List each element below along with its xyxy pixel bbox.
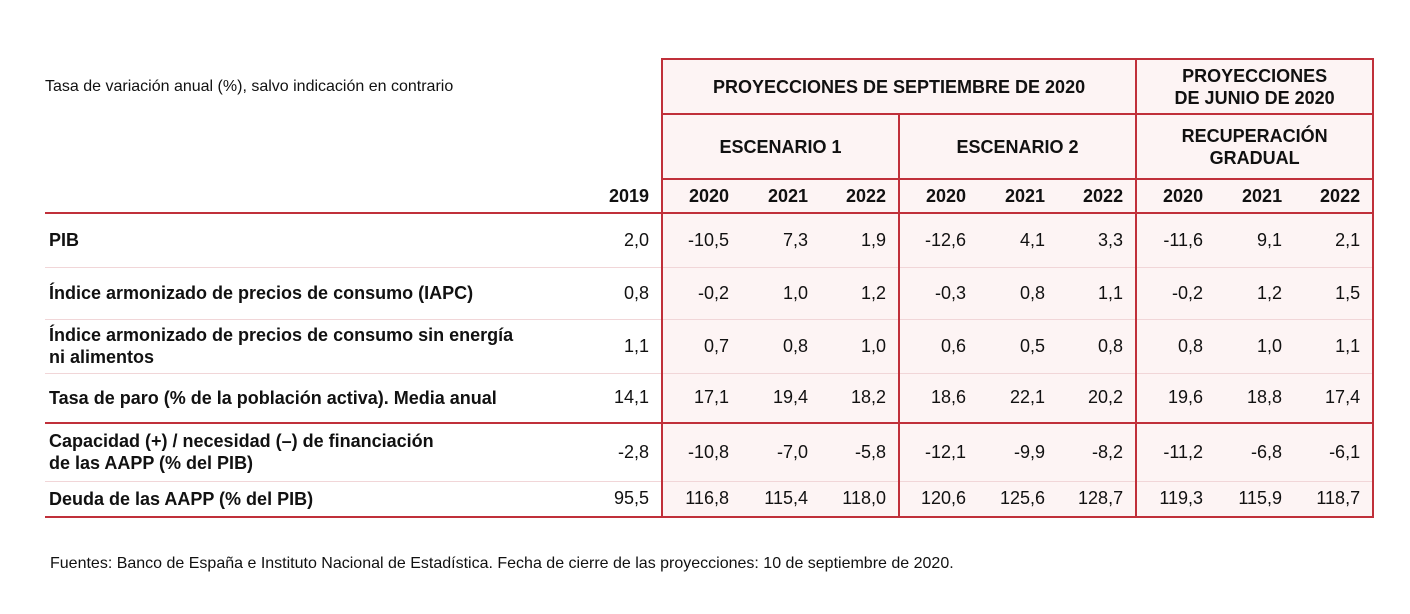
row-label: PIB [45,213,590,268]
cell-value: 20,2 [1057,373,1137,424]
year-header: 2020 [1135,179,1216,214]
cell-value: 2,1 [1294,213,1375,268]
subgroup-header: ESCENARIO 1 [661,114,899,180]
cell-value: -12,6 [898,213,978,268]
cell-value: -11,2 [1135,423,1216,482]
cell-value: 1,1 [1294,319,1375,374]
cell-value: 0,8 [1135,319,1216,374]
projections-table: Tasa de variación anual (%), salvo indic… [45,58,1375,518]
cell-value: 17,1 [661,373,741,424]
cell-value: 120,6 [898,481,978,518]
table-note: Tasa de variación anual (%), salvo indic… [45,77,454,95]
cell-value: -9,9 [978,423,1057,482]
data-row: Índice armonizado de precios de consumo … [45,319,1375,374]
cell-value: -7,0 [741,423,820,482]
data-row: Capacidad (+) / necesidad (–) de financi… [45,423,1375,482]
cell-value: 125,6 [978,481,1057,518]
cell-value: 2,0 [590,213,662,268]
row-label: Tasa de paro (% de la población activa).… [45,373,590,424]
cell-value: 1,9 [820,213,899,268]
cell-value: 18,2 [820,373,899,424]
cell-value: 1,1 [590,319,662,374]
cell-value: 0,6 [898,319,978,374]
cell-value: -0,2 [661,267,741,320]
row-label: Capacidad (+) / necesidad (–) de financi… [45,423,590,482]
subgroup-header: RECUPERACIÓN GRADUAL [1135,114,1375,180]
cell-value: -12,1 [898,423,978,482]
cell-value: -8,2 [1057,423,1137,482]
cell-value: 118,0 [820,481,899,518]
year-header: 2021 [978,179,1057,214]
header-spacer [45,179,590,214]
cell-value: 115,9 [1215,481,1295,518]
cell-value: 18,8 [1215,373,1295,424]
cell-value: 18,6 [898,373,978,424]
cell-value: 19,6 [1135,373,1216,424]
cell-value: 128,7 [1057,481,1137,518]
cell-value: 0,8 [978,267,1057,320]
year-header: 2020 [898,179,978,214]
cell-value: 0,7 [661,319,741,374]
cell-value: 115,4 [741,481,820,518]
cell-value: -6,8 [1215,423,1295,482]
cell-value: 1,0 [741,267,820,320]
year-header: 2022 [1294,179,1375,214]
cell-value: 1,0 [820,319,899,374]
year-header: 2022 [1057,179,1137,214]
cell-value: 9,1 [1215,213,1295,268]
year-header: 2021 [1215,179,1295,214]
cell-value: 118,7 [1294,481,1375,518]
year-header: 2020 [661,179,741,214]
footer: Fuentes: Banco de España e Instituto Nac… [50,555,954,572]
cell-value: 19,4 [741,373,820,424]
cell-value: 4,1 [978,213,1057,268]
cell-value: -5,8 [820,423,899,482]
year-header: 2022 [820,179,899,214]
header-row: Tasa de variación anual (%), salvo indic… [45,58,1375,115]
subgroup-header: ESCENARIO 2 [897,114,1137,180]
row-label: Deuda de las AAPP (% del PIB) [45,481,590,518]
group-header: PROYECCIONES DE JUNIO DE 2020 [1135,58,1375,115]
group-header: PROYECCIONES DE SEPTIEMBRE DE 2020 [660,58,1137,115]
cell-value: 3,3 [1057,213,1137,268]
cell-value: 7,3 [741,213,820,268]
cell-value: 22,1 [978,373,1057,424]
cell-value: 1,1 [1057,267,1137,320]
cell-value: 1,0 [1215,319,1295,374]
cell-value: 119,3 [1135,481,1216,518]
cell-value: 1,2 [1215,267,1295,320]
cell-value: -0,2 [1135,267,1216,320]
cell-value: 0,8 [590,267,662,320]
cell-value: 17,4 [1294,373,1375,424]
year-header: 2019 [590,179,662,214]
cell-value: 116,8 [661,481,741,518]
cell-value: 1,5 [1294,267,1375,320]
row-label: Índice armonizado de precios de consumo … [45,319,590,374]
cell-value: 0,8 [1057,319,1137,374]
year-row: 2019 2020 2021 2022 2020 2021 2022 2020 2021 2022 [45,179,1375,214]
cell-value: 0,5 [978,319,1057,374]
cell-value: 0,8 [741,319,820,374]
cell-value: -10,8 [661,423,741,482]
data-row: Deuda de las AAPP (% del PIB) 95,5 116,8 11… [45,481,1375,518]
data-row: Índice armonizado de precios de consumo … [45,267,1375,320]
cell-value: 14,1 [590,373,662,424]
row-label: Índice armonizado de precios de consumo … [45,267,590,320]
data-row: Tasa de paro (% de la población activa).… [45,373,1375,424]
cell-value: 95,5 [590,481,662,518]
cell-value: -2,8 [590,423,662,482]
data-row: PIB 2,0 -10,5 7,3 1,9 -12,6 4,1 3,3 -11,6 9,1 2,1 [45,213,1375,268]
cell-value: 1,2 [820,267,899,320]
cell-value: -10,5 [661,213,741,268]
cell-value: -0,3 [898,267,978,320]
year-header: 2021 [741,179,820,214]
header-spacer [45,114,662,179]
cell-value: -11,6 [1135,213,1216,268]
header-row: ESCENARIO 1 ESCENARIO 2 RECUPERACIÓN GRADU… [45,114,1375,180]
cell-value: -6,1 [1294,423,1375,482]
